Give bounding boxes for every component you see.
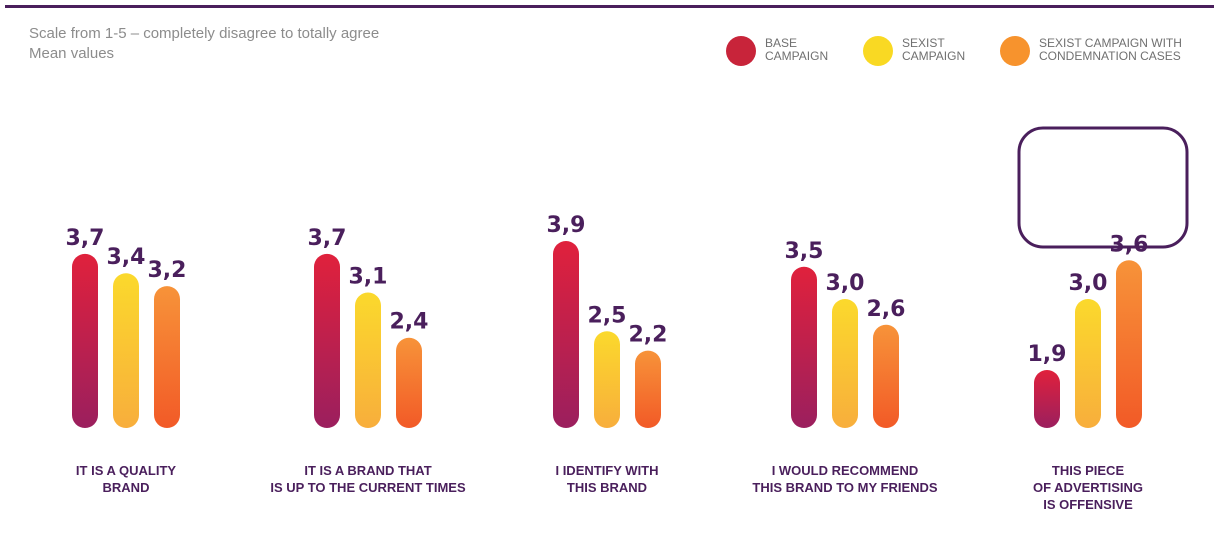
bar-cat4-series3 xyxy=(873,324,899,428)
legend-dot-condemnation-campaign xyxy=(1000,36,1030,66)
bar-cat2-series3 xyxy=(396,337,422,428)
bar-cat1-series1 xyxy=(72,253,98,428)
bar-cat2-series2 xyxy=(355,292,381,428)
value-label-cat4-series2: 3,0 xyxy=(826,271,865,296)
category-label-4-line-1: I WOULD RECOMMEND xyxy=(771,463,919,478)
scale-note: Scale from 1-5 – completely disagree to … xyxy=(29,24,379,64)
category-label-5-line-2: OF ADVERTISING xyxy=(1032,480,1144,495)
bar-cat2-series1 xyxy=(314,253,340,428)
bar-cat3-series1 xyxy=(553,240,579,428)
bar-cat5-series3 xyxy=(1116,260,1142,428)
category-label-2-line-2: IS UP TO THE CURRENT TIMES xyxy=(270,480,466,495)
legend-label-base-campaign: BASE CAMPAIGN xyxy=(765,36,829,63)
value-label-cat5-series1: 1,9 xyxy=(1028,342,1067,367)
value-label-cat2-series3: 2,4 xyxy=(390,310,429,335)
legend-label-sexist-campaign: SEXIST CAMPAIGN xyxy=(902,36,966,63)
scale-note-line2: Mean values xyxy=(29,45,115,62)
category-label-2-line-1: IT IS A BRAND THAT xyxy=(304,463,432,478)
scale-note-line1: Scale from 1-5 – completely disagree to … xyxy=(29,25,380,42)
value-label-cat4-series1: 3,5 xyxy=(785,239,824,264)
bar-cat5-series2 xyxy=(1075,299,1101,428)
category-label-2: IT IS A BRAND THAT IS UP TO THE CURRENT T… xyxy=(238,462,498,496)
category-label-5-line-1: THIS PIECE xyxy=(1051,463,1125,478)
category-label-1-line-2: BRAND xyxy=(102,480,150,495)
category-label-3-line-1: I IDENTIFY WITH xyxy=(555,463,659,478)
legend-item-sexist-campaign: SEXIST CAMPAIGN xyxy=(863,36,965,66)
value-label-cat4-series3: 2,6 xyxy=(867,297,906,322)
value-label-cat3-series2: 2,5 xyxy=(588,303,627,328)
bar-cat4-series1 xyxy=(791,266,817,428)
bar-cat4-series2 xyxy=(832,299,858,428)
value-label-cat5-series2: 3,0 xyxy=(1069,271,1108,296)
bar-cat5-series1 xyxy=(1034,369,1060,428)
bar-cat1-series2 xyxy=(113,273,139,428)
legend-label-condemnation-campaign: SEXIST CAMPAIGN WITH CONDEMNATION CASES xyxy=(1039,36,1182,63)
legend-item-base-campaign: BASE CAMPAIGN xyxy=(726,36,828,66)
value-label-cat2-series1: 3,7 xyxy=(308,226,347,251)
value-label-cat5-series3: 3,6 xyxy=(1110,232,1149,257)
value-label-cat2-series2: 3,1 xyxy=(349,265,388,290)
chart-frame xyxy=(5,5,1214,527)
bar-cat3-series3 xyxy=(635,350,661,428)
category-label-5: THIS PIECE OF ADVERTISING IS OFFENSIVE xyxy=(958,462,1218,513)
category-label-5-line-3: IS OFFENSIVE xyxy=(1043,497,1133,512)
category-label-4-line-2: THIS BRAND TO MY FRIENDS xyxy=(752,480,938,495)
legend-dot-base-campaign xyxy=(726,36,756,66)
bar-cat1-series3 xyxy=(154,286,180,428)
category-label-4: I WOULD RECOMMEND THIS BRAND TO MY FRIEND… xyxy=(715,462,975,496)
legend-item-condemnation-campaign: SEXIST CAMPAIGN WITH CONDEMNATION CASES xyxy=(1000,36,1182,66)
category-label-1: IT IS A QUALITY BRAND xyxy=(0,462,256,496)
value-label-cat1-series2: 3,4 xyxy=(107,245,146,270)
category-label-3: I IDENTIFY WITH THIS BRAND xyxy=(477,462,737,496)
highlight-box xyxy=(1017,126,1189,249)
category-label-1-line-1: IT IS A QUALITY xyxy=(75,463,177,478)
value-label-cat3-series1: 3,9 xyxy=(547,213,586,238)
value-label-cat1-series3: 3,2 xyxy=(148,258,187,283)
value-label-cat1-series1: 3,7 xyxy=(66,226,105,251)
category-label-3-line-2: THIS BRAND xyxy=(566,480,648,495)
bar-cat3-series2 xyxy=(594,331,620,428)
legend-dot-sexist-campaign xyxy=(863,36,893,66)
value-label-cat3-series3: 2,2 xyxy=(629,323,668,348)
